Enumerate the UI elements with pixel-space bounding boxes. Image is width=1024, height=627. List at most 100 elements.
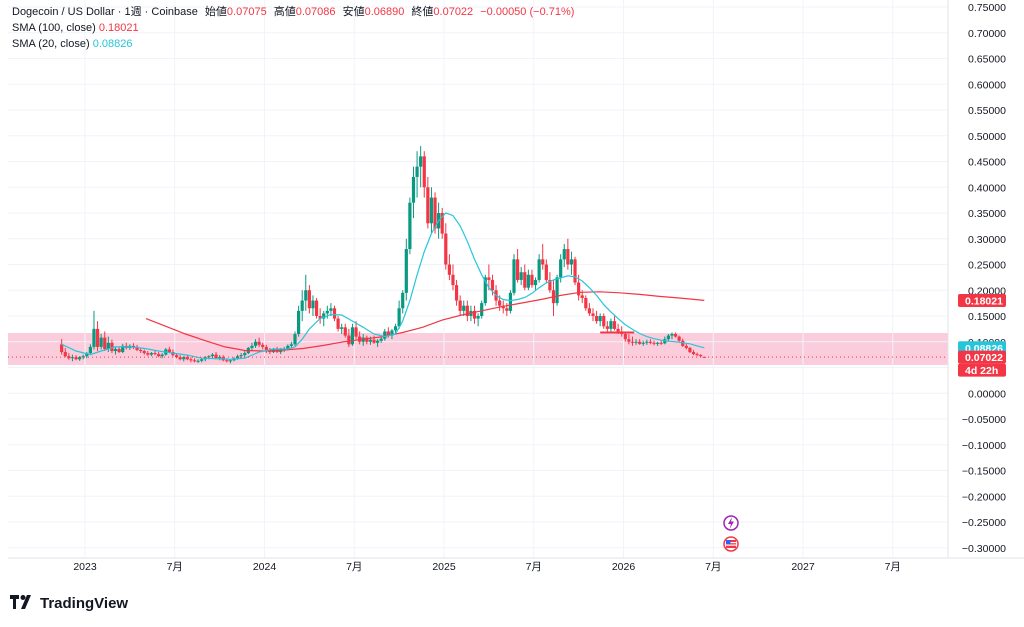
candle-body (530, 274, 534, 286)
sma20-line (61, 212, 705, 360)
candle-body (404, 249, 408, 293)
y-tick-label: 0.55000 (968, 105, 1006, 117)
candle-body (562, 249, 566, 260)
candle-body (544, 264, 548, 280)
price-badge: 0.18021 (958, 293, 1006, 307)
y-axis[interactable]: 0.75000 0.70000 0.65000 0.60000 0.55000 0.500… (962, 2, 1006, 555)
candle-body (192, 360, 197, 362)
candle-body (480, 303, 484, 316)
candle-body (88, 346, 92, 354)
tradingview-logo[interactable]: TradingView (10, 594, 128, 613)
pink-range-box (8, 332, 948, 365)
candle-body (555, 277, 559, 304)
y-tick-label: −0.30000 (962, 543, 1006, 555)
x-tick-label: 7月 (526, 561, 542, 573)
sma20-legend-row[interactable]: SMA (20, close) 0.08826 (12, 36, 574, 52)
candle-body (670, 334, 674, 336)
candle-body (214, 354, 218, 359)
candle-body (533, 279, 538, 286)
lightning-event-icon[interactable] (723, 515, 739, 531)
candle-body (462, 305, 466, 311)
event-icons[interactable] (723, 515, 739, 552)
candle-body (268, 351, 272, 353)
candle-body (253, 341, 258, 346)
candle-body (264, 346, 268, 352)
candle-body (261, 344, 265, 347)
candle-body (153, 353, 157, 355)
candle-body (591, 313, 595, 316)
candle-body (602, 316, 606, 327)
candle-body (429, 197, 434, 224)
candle-body (106, 342, 110, 349)
candle-body (329, 308, 333, 311)
chart-legend: Dogecoin / US Dollar · 1週 · Coinbase 始値0… (12, 4, 574, 52)
price-badge: 0.07022 (958, 350, 1006, 364)
candle-body (74, 357, 78, 360)
candle-body (279, 349, 283, 353)
candle-body (426, 187, 430, 224)
candle-body (656, 342, 660, 344)
candle-body (225, 360, 229, 362)
candle-body (185, 357, 189, 360)
candle-body (178, 357, 182, 360)
candle-body (95, 328, 100, 347)
us-flag-event-icon[interactable] (723, 536, 739, 552)
candle-body (659, 342, 663, 344)
candle-body (156, 354, 161, 357)
candle-body (630, 341, 635, 343)
candle-body (354, 327, 358, 337)
candle-body (347, 335, 351, 345)
candle-body (451, 274, 455, 286)
candle-body (379, 338, 383, 341)
candle-body (699, 355, 703, 357)
candle-body (390, 330, 394, 336)
candle-body (307, 290, 311, 309)
low-value: 0.06890 (364, 6, 405, 18)
candle-body (81, 356, 85, 358)
candle-body (182, 357, 186, 360)
x-axis[interactable]: 2023 7月 2024 7月 2025 7月 2026 7月 2027 7月 (73, 561, 901, 573)
candle-body (189, 359, 193, 361)
x-tick-label: 2027 (791, 561, 815, 573)
candle-body (515, 259, 520, 280)
candle-body (300, 300, 304, 311)
candle-body (142, 351, 146, 354)
candle-body (393, 326, 398, 331)
candle-body (343, 327, 347, 336)
candle-body (293, 334, 297, 345)
candlestick-series (60, 146, 706, 364)
candle-body (648, 341, 653, 343)
candle-body (605, 326, 609, 329)
candle-body (454, 285, 459, 301)
x-tick-label: 7月 (885, 561, 901, 573)
change-value: −0.00050 (−0.71%) (480, 6, 575, 18)
candle-body (200, 359, 204, 361)
candle-body (627, 339, 631, 342)
high-value: 0.07086 (295, 6, 336, 18)
y-tick-label: 0.75000 (968, 2, 1006, 14)
candle-body (131, 345, 136, 347)
low-label: 安値 (342, 6, 365, 18)
candle-body (523, 272, 527, 288)
candle-body (691, 352, 696, 355)
candle-body (638, 341, 642, 344)
candle-body (218, 357, 222, 359)
candle-body (652, 342, 656, 344)
candle-body (286, 345, 290, 349)
y-tick-label: 0.00000 (968, 388, 1006, 400)
candle-body (210, 354, 215, 357)
candle-body (92, 328, 96, 347)
y-tick-label: 0.50000 (968, 131, 1006, 143)
y-tick-label: 0.25000 (968, 260, 1006, 272)
sma100-legend-row[interactable]: SMA (100, close) 0.18021 (12, 20, 574, 36)
candle-body (512, 259, 516, 293)
candle-body (372, 339, 376, 343)
symbol-title[interactable]: Dogecoin / US Dollar · 1週 · Coinbase (12, 6, 198, 18)
sma20-label: SMA (20, close) (12, 38, 90, 50)
candle-body (577, 282, 581, 296)
candle-body (688, 347, 692, 353)
chart-grid (8, 0, 1024, 559)
candle-body (146, 353, 150, 355)
candle-body (677, 336, 681, 341)
